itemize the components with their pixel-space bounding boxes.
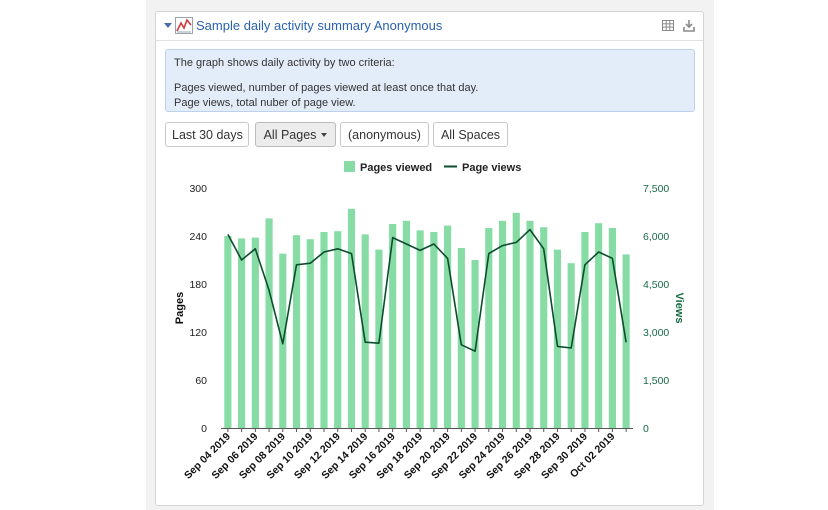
y-tick-label: 240 <box>189 231 207 243</box>
y2-tick-label: 3,000 <box>643 327 669 339</box>
bar-pages-viewed <box>430 232 438 428</box>
download-icon[interactable] <box>683 19 695 32</box>
legend-swatch-pages-viewed <box>344 161 355 172</box>
legend-label-pages-viewed: Pages viewed <box>360 162 432 174</box>
bar-pages-viewed <box>540 227 548 428</box>
panel-title[interactable]: Sample daily activity summary Anonymous <box>196 18 443 33</box>
spaces-filter-label: All Spaces <box>440 128 501 142</box>
y2-axis-title: Views <box>673 293 685 324</box>
info-box: The graph shows daily activity by two cr… <box>165 49 695 112</box>
bar-pages-viewed <box>471 260 479 428</box>
spaces-filter-button[interactable]: All Spaces <box>433 122 508 147</box>
user-filter-button[interactable]: (anonymous) <box>340 122 429 147</box>
y2-tick-label: 7,500 <box>643 183 669 195</box>
bar-pages-viewed <box>553 249 562 428</box>
bar-pages-viewed <box>292 235 301 428</box>
y2-tick-label: 4,500 <box>643 279 669 291</box>
user-filter-label: (anonymous) <box>348 128 421 142</box>
bar-pages-viewed <box>526 220 534 428</box>
bar-pages-viewed <box>361 234 369 428</box>
info-line-criteria: The graph shows daily activity by two cr… <box>174 57 395 69</box>
bar-pages-viewed <box>512 212 520 428</box>
period-filter-label: Last 30 days <box>172 128 243 142</box>
y2-tick-label: 1,500 <box>643 375 669 387</box>
y-tick-label: 300 <box>189 183 207 195</box>
pages-filter-dropdown[interactable]: All Pages <box>255 122 336 147</box>
line-chart-icon <box>175 17 193 34</box>
series-line-page-views <box>227 228 627 353</box>
bar-pages-viewed <box>389 224 397 428</box>
panel-header: Sample daily activity summary Anonymous <box>156 12 703 41</box>
bar-pages-viewed <box>238 238 246 428</box>
bar-pages-viewed <box>306 239 314 428</box>
bar-pages-viewed <box>595 223 603 428</box>
info-line-page-views: Page views, total nuber of page view. <box>174 97 356 109</box>
y-axis-title: Pages <box>174 292 186 324</box>
bar-pages-viewed <box>485 228 493 428</box>
y-tick-label: 60 <box>195 375 207 387</box>
info-line-pages-viewed: Pages viewed, number of pages viewed at … <box>174 82 479 94</box>
bar-pages-viewed <box>498 220 507 428</box>
collapse-triangle-icon[interactable] <box>164 23 172 28</box>
bar-pages-viewed <box>608 228 616 428</box>
table-view-icon[interactable] <box>662 20 674 31</box>
bar-pages-viewed <box>402 220 410 428</box>
bar-pages-viewed <box>224 236 232 428</box>
bar-pages-viewed <box>347 208 356 428</box>
bar-pages-viewed <box>334 231 342 428</box>
bar-pages-viewed <box>416 230 424 428</box>
bar-pages-viewed <box>251 237 259 428</box>
pages-filter-label: All Pages <box>263 128 317 142</box>
y-tick-label: 0 <box>201 423 207 435</box>
y2-tick-label: 0 <box>643 423 649 435</box>
bar-pages-viewed <box>444 225 452 428</box>
legend-label-page-views: Page views <box>462 162 521 174</box>
period-filter-button[interactable]: Last 30 days <box>165 122 249 147</box>
bar-pages-viewed <box>320 232 328 428</box>
bar-pages-viewed <box>457 248 465 428</box>
bar-pages-viewed <box>265 218 273 428</box>
y-tick-label: 120 <box>189 327 207 339</box>
chevron-down-icon <box>321 133 328 137</box>
y2-tick-label: 6,000 <box>643 231 669 243</box>
bar-pages-viewed <box>581 232 589 428</box>
y-tick-label: 180 <box>189 279 207 291</box>
